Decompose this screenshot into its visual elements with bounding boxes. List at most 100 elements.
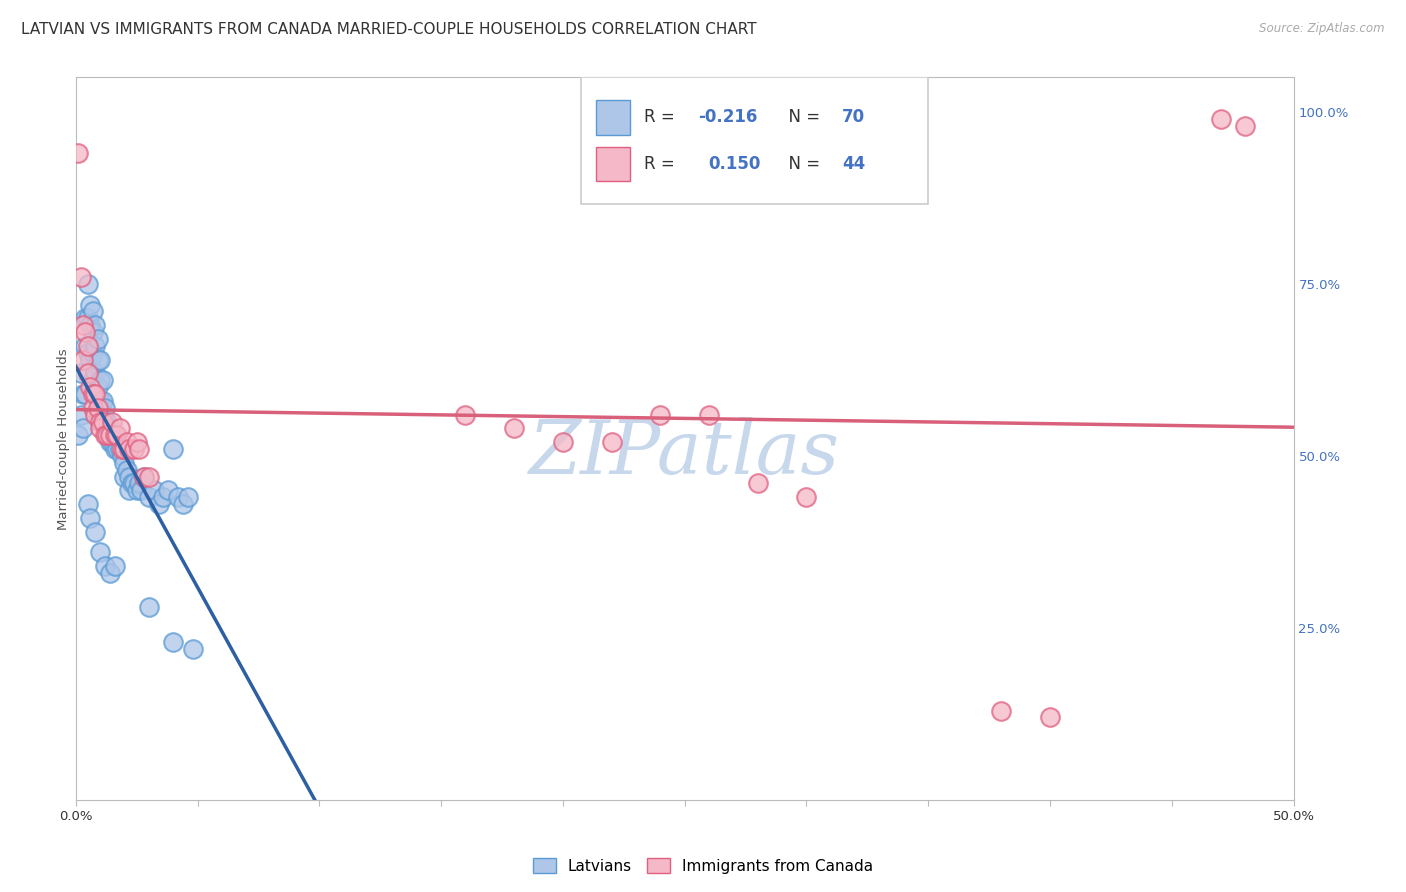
Point <box>167 490 190 504</box>
Bar <box>596 147 630 181</box>
Point <box>105 442 128 456</box>
Point <box>77 277 100 291</box>
Point <box>111 449 134 463</box>
Point <box>79 352 101 367</box>
Point <box>98 421 121 435</box>
Point <box>454 408 477 422</box>
Point <box>132 469 155 483</box>
Point <box>86 380 108 394</box>
Point <box>94 401 117 415</box>
Point <box>72 318 94 333</box>
Point <box>162 634 184 648</box>
Point <box>86 332 108 346</box>
Point <box>114 469 136 483</box>
Point <box>69 367 91 381</box>
Point <box>67 146 90 161</box>
Point <box>1209 112 1232 126</box>
Point <box>77 339 100 353</box>
Point <box>79 318 101 333</box>
Point <box>84 387 107 401</box>
Point <box>128 476 150 491</box>
Point <box>131 483 153 498</box>
Point <box>108 442 131 456</box>
Point <box>177 490 200 504</box>
Point <box>91 373 114 387</box>
Point <box>152 490 174 504</box>
Point <box>94 559 117 574</box>
Point <box>84 339 107 353</box>
Text: N =: N = <box>779 155 825 173</box>
Point <box>84 524 107 539</box>
Text: 70: 70 <box>842 108 865 126</box>
Point <box>72 352 94 367</box>
Point <box>697 408 720 422</box>
Point <box>91 393 114 408</box>
Point <box>98 566 121 580</box>
Point <box>91 415 114 429</box>
Point <box>104 428 127 442</box>
Point <box>84 367 107 381</box>
Point <box>75 339 97 353</box>
Point <box>600 435 623 450</box>
Point <box>122 476 145 491</box>
Point <box>503 421 526 435</box>
Point <box>96 415 118 429</box>
Point <box>77 345 100 359</box>
Point <box>138 490 160 504</box>
Point <box>132 469 155 483</box>
Text: 0.150: 0.150 <box>707 155 761 173</box>
Point <box>82 345 104 359</box>
Point <box>114 442 136 456</box>
Point <box>142 483 165 498</box>
Point <box>157 483 180 498</box>
Point <box>101 435 124 450</box>
Point <box>89 415 111 429</box>
Point <box>747 476 769 491</box>
Point <box>650 408 672 422</box>
Point <box>1233 119 1256 133</box>
Point <box>75 311 97 326</box>
Point <box>89 421 111 435</box>
Point <box>69 270 91 285</box>
Point <box>79 297 101 311</box>
Point <box>122 442 145 456</box>
Point <box>94 415 117 429</box>
Point <box>96 428 118 442</box>
Text: ZIPatlas: ZIPatlas <box>529 417 841 490</box>
Point <box>105 428 128 442</box>
Point <box>98 435 121 450</box>
Point <box>84 408 107 422</box>
Point <box>104 428 127 442</box>
Text: N =: N = <box>779 108 825 126</box>
Point <box>86 401 108 415</box>
Point <box>89 545 111 559</box>
Point <box>111 442 134 456</box>
Point <box>104 442 127 456</box>
Text: -0.216: -0.216 <box>697 108 758 126</box>
Point <box>101 415 124 429</box>
Point <box>128 442 150 456</box>
Point <box>94 428 117 442</box>
Point <box>69 408 91 422</box>
Point <box>89 352 111 367</box>
Point <box>75 325 97 339</box>
Point <box>1039 710 1062 724</box>
Point <box>77 497 100 511</box>
Point <box>125 435 148 450</box>
Point <box>108 421 131 435</box>
Point <box>181 641 204 656</box>
Point <box>89 373 111 387</box>
Point <box>82 304 104 318</box>
Point <box>118 483 141 498</box>
Legend: Latvians, Immigrants from Canada: Latvians, Immigrants from Canada <box>526 852 880 880</box>
Point <box>551 435 574 450</box>
Point <box>84 318 107 333</box>
Point <box>82 401 104 415</box>
Point <box>114 456 136 470</box>
Point <box>796 490 818 504</box>
Y-axis label: Married-couple Households: Married-couple Households <box>58 348 70 530</box>
Text: Source: ZipAtlas.com: Source: ZipAtlas.com <box>1260 22 1385 36</box>
Bar <box>596 100 630 135</box>
Point <box>98 428 121 442</box>
Point <box>148 497 170 511</box>
